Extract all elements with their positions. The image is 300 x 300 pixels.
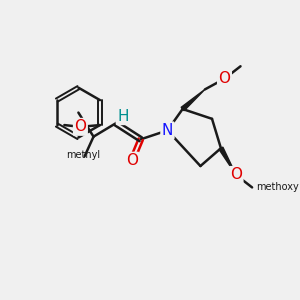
Polygon shape <box>181 89 205 111</box>
Polygon shape <box>219 147 236 175</box>
Text: methyl: methyl <box>66 150 100 160</box>
Text: O: O <box>74 119 86 134</box>
Text: methoxy: methoxy <box>256 182 299 192</box>
Text: O: O <box>230 167 242 182</box>
Text: H: H <box>117 109 129 124</box>
Text: O: O <box>218 71 230 86</box>
Text: N: N <box>162 123 173 138</box>
Text: O: O <box>126 153 138 168</box>
